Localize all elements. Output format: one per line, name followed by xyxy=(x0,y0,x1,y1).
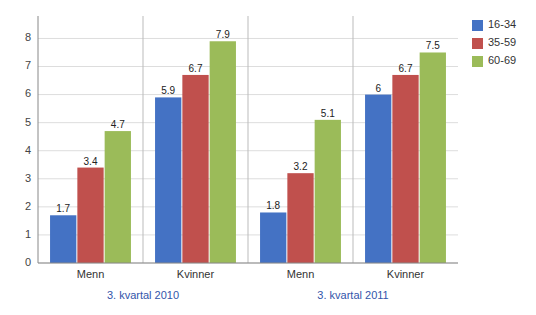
data-label: 6.7 xyxy=(399,63,413,74)
chart-container: 0 1 2 3 4 5 6 7 8 1.7 5.9 1.8 6 3.4 6.7 3.2 6.7 4.7 7.9 5.1… xyxy=(0,0,536,315)
bar xyxy=(392,75,418,263)
data-label: 7.5 xyxy=(426,40,440,51)
x-tick-label: Kvinner xyxy=(177,268,215,280)
bar xyxy=(210,41,236,263)
x-axis-line xyxy=(38,263,458,264)
y-tick-label: 3 xyxy=(25,172,31,184)
legend-swatch xyxy=(472,20,483,31)
bar xyxy=(155,97,181,263)
bar xyxy=(50,215,76,263)
bar xyxy=(287,173,313,263)
data-label: 5.9 xyxy=(161,85,175,96)
bar xyxy=(315,120,341,263)
bar xyxy=(105,131,131,263)
legend-swatch xyxy=(472,38,483,49)
x-tick-label: Menn xyxy=(77,268,105,280)
data-label: 4.7 xyxy=(111,119,125,130)
data-label: 3.4 xyxy=(84,156,98,167)
y-tick-label: 0 xyxy=(25,256,31,268)
legend-label: 60-69 xyxy=(488,54,516,66)
category-separator xyxy=(248,16,249,263)
x-tick-label: Kvinner xyxy=(387,268,425,280)
data-label: 6 xyxy=(375,83,381,94)
y-tick-label: 8 xyxy=(25,31,31,43)
chart: 0 1 2 3 4 5 6 7 8 1.7 5.9 1.8 6 3.4 6.7 3.2 6.7 4.7 7.9 5.1… xyxy=(0,0,536,315)
bar xyxy=(420,52,446,263)
bar xyxy=(77,168,103,263)
period-label: 3. kvartal 2011 xyxy=(317,289,388,301)
data-labels: 1.7 5.9 1.8 6 3.4 6.7 3.2 6.7 4.7 7.9 5.1 7.5 xyxy=(56,29,440,214)
period-label: 3. kvartal 2010 xyxy=(107,289,179,301)
bar xyxy=(365,95,391,263)
data-label: 3.2 xyxy=(294,161,308,172)
data-label: 1.8 xyxy=(266,200,280,211)
x-tick-label: Menn xyxy=(287,268,315,280)
bar xyxy=(260,212,286,263)
legend-label: 16-34 xyxy=(488,18,516,30)
bar xyxy=(182,75,208,263)
y-axis-line xyxy=(38,16,39,263)
y-tick-label: 4 xyxy=(25,144,31,156)
bars xyxy=(50,41,446,263)
category-separator xyxy=(143,16,144,263)
y-tick-label: 6 xyxy=(25,87,31,99)
y-tick-label: 2 xyxy=(25,200,31,212)
legend-swatch xyxy=(472,56,483,67)
legend: 16-34 35-59 60-69 xyxy=(472,18,516,67)
data-label: 5.1 xyxy=(321,108,335,119)
y-tick-label: 5 xyxy=(25,116,31,128)
grid-line xyxy=(38,263,458,264)
legend-label: 35-59 xyxy=(488,36,516,48)
data-label: 1.7 xyxy=(56,203,70,214)
category-separator xyxy=(353,16,354,263)
data-label: 6.7 xyxy=(189,63,203,74)
data-label: 7.9 xyxy=(216,29,230,40)
y-tick-label: 1 xyxy=(25,228,31,240)
y-tick-label: 7 xyxy=(25,59,31,71)
